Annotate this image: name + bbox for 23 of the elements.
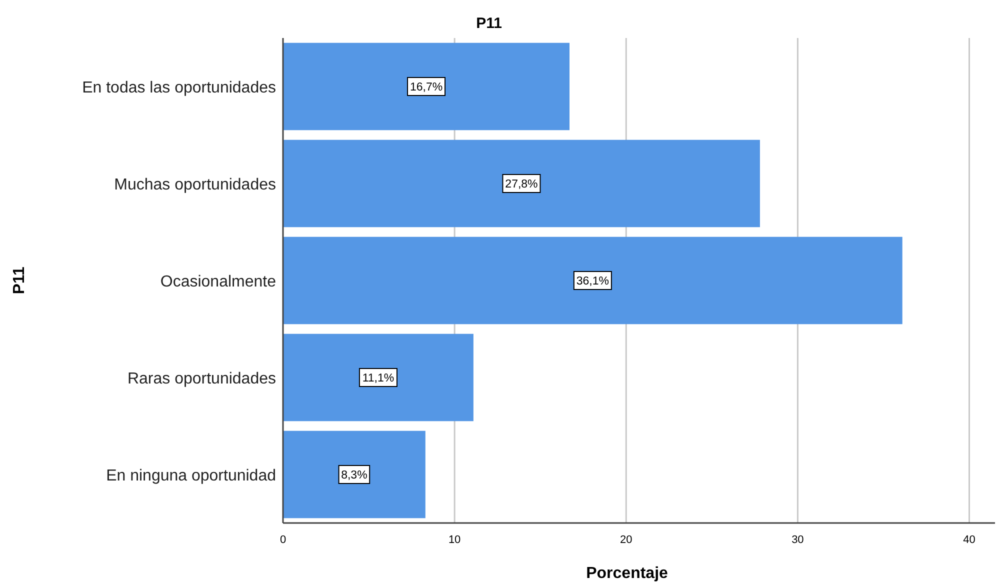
y-tick-label: En todas las oportunidades: [82, 80, 276, 96]
y-tick-label: En ninguna oportunidad: [106, 468, 276, 484]
data-label: 27,8%: [505, 178, 538, 190]
x-tick-label: 40: [963, 534, 976, 546]
x-axis-title: Porcentaje: [586, 565, 668, 582]
bar: [283, 430, 426, 518]
bar: [283, 236, 902, 324]
data-label: 11,1%: [362, 372, 394, 384]
data-label: 8,3%: [341, 470, 368, 482]
y-tick-label: Raras oportunidades: [127, 370, 276, 388]
y-tick-label: Muchas oportunidades: [114, 176, 276, 194]
x-tick-label: 0: [280, 534, 286, 546]
chart-title: P11: [476, 15, 502, 32]
data-label: 36,1%: [576, 276, 609, 288]
y-tick-label: Ocasionalmente: [160, 274, 276, 290]
bar: [283, 42, 570, 130]
bar: [283, 334, 474, 422]
data-label: 16,7%: [410, 82, 443, 94]
y-axis-title: P11: [11, 266, 28, 294]
x-tick-label: 20: [620, 534, 632, 546]
x-tick-label: 10: [448, 534, 461, 546]
bar: [283, 140, 760, 228]
x-tick-label: 30: [792, 534, 804, 546]
